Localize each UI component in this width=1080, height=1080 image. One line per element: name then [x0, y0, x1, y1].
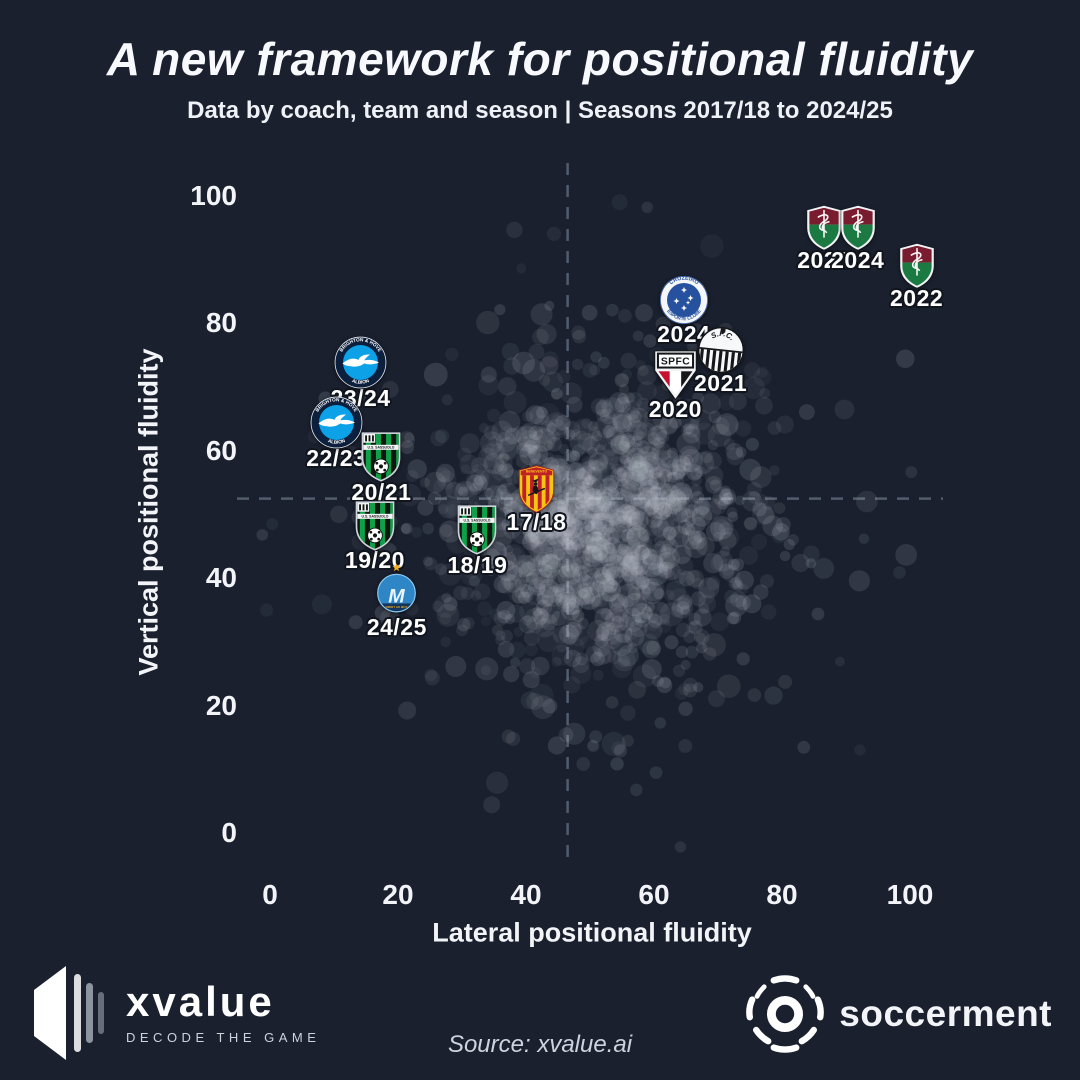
- marker-marseille-24-25: M DROIT AU BUT 24/25: [367, 563, 427, 640]
- marseille-badge-icon: M DROIT AU BUT: [377, 563, 417, 613]
- svg-text:M: M: [389, 586, 406, 608]
- xvalue-logo: xvalue DECODE THE GAME: [34, 966, 320, 1060]
- marker-benevento-17-18: BENEVENTO 17/18: [506, 465, 566, 535]
- x-tick-label: 40: [510, 879, 542, 910]
- page-subtitle: Data by coach, team and season | Seasons…: [187, 97, 893, 124]
- soccerment-logo: soccerment: [745, 974, 1052, 1054]
- marker-season-label: 2021: [694, 370, 748, 397]
- marker-sassuolo-18-19: U.S. SASSUOLO 18/19: [447, 504, 507, 578]
- svg-text:U.S. SASSUOLO: U.S. SASSUOLO: [361, 514, 388, 518]
- xvalue-logo-icon: [34, 966, 104, 1060]
- marker-brighton-23-24: BRIGHTON & HOVE ALBION 23/24: [331, 336, 391, 411]
- fluminense-badge-icon: [899, 244, 934, 289]
- marker-santos-2021: S.F.C. 2021: [694, 326, 747, 396]
- marker-season-label: 2022: [890, 284, 944, 311]
- marker-season-label: 20/21: [351, 478, 412, 505]
- y-tick-label: 60: [205, 434, 237, 466]
- svg-text:ALBION: ALBION: [351, 378, 371, 386]
- fluminense-badge-icon: [806, 205, 841, 250]
- xvalue-tagline: DECODE THE GAME: [126, 1030, 321, 1045]
- svg-text:U.S. SASSUOLO: U.S. SASSUOLO: [368, 446, 395, 450]
- x-tick-label: 80: [766, 879, 798, 910]
- cruzeiro-badge-icon: CRUZEIRO ESPORTE CLUBE: [659, 276, 708, 324]
- svg-text:ALBION: ALBION: [327, 438, 347, 446]
- x-tick-label: 100: [886, 879, 934, 910]
- y-tick-label: 40: [205, 562, 237, 594]
- marker-season-label: 2023: [797, 246, 851, 273]
- svg-text:CRUZEIRO: CRUZEIRO: [668, 276, 700, 287]
- x-axis-title: Lateral positional fluidity: [432, 917, 752, 948]
- sassuolo-badge-icon: U.S. SASSUOLO: [362, 432, 401, 483]
- marker-season-label: 19/20: [344, 547, 405, 574]
- marker-fluminense-2024: 2024: [831, 205, 884, 273]
- y-axis-title: Vertical positional fluidity: [133, 348, 164, 676]
- y-tick-label: 0: [221, 817, 237, 848]
- x-tick-label: 20: [382, 879, 414, 910]
- marker-sassuolo-19-20: U.S. SASSUOLO 19/20: [345, 500, 405, 574]
- soccerment-name: soccerment: [839, 993, 1052, 1034]
- fluminense-badge-icon: [840, 205, 875, 250]
- y-tick-label: 80: [205, 307, 237, 339]
- marker-sassuolo-20-21: U.S. SASSUOLO 20/21: [351, 431, 411, 505]
- marker-season-label: 24/25: [366, 613, 427, 640]
- marker-season-label: 17/18: [506, 509, 567, 536]
- y-tick-label: 20: [205, 689, 237, 721]
- source-credit: Source: xvalue.ai: [447, 1031, 633, 1058]
- y-tick-label: 100: [190, 180, 237, 211]
- marker-season-label: 18/19: [447, 551, 508, 578]
- xvalue-wordmark: xvalue DECODE THE GAME: [126, 978, 321, 1046]
- svg-text:SPFC: SPFC: [661, 356, 690, 367]
- x-tick-label: 60: [638, 879, 670, 910]
- svg-text:DROIT AU BUT: DROIT AU BUT: [386, 605, 408, 609]
- x-tick-label: 0: [262, 879, 278, 910]
- footer: xvalue DECODE THE GAME Source: xvalue.ai: [0, 952, 1080, 1080]
- sassuolo-badge-icon: U.S. SASSUOLO: [355, 500, 395, 551]
- svg-text:U.S. SASSUOLO: U.S. SASSUOLO: [464, 519, 491, 523]
- xvalue-name: xvalue: [126, 978, 275, 1025]
- marker-fluminense-2022: 2022: [890, 243, 943, 311]
- marker-fluminense-2023: 2023: [797, 205, 850, 273]
- marker-spfc-2020: SPFC 2020: [649, 350, 702, 423]
- brighton-badge-icon: BRIGHTON & HOVE ALBION: [334, 337, 387, 389]
- svg-text:BENEVENTO: BENEVENTO: [526, 470, 548, 474]
- santos-badge-icon: S.F.C.: [696, 327, 744, 374]
- marker-season-label: 2024: [831, 246, 885, 273]
- page-title: A new framework for positional fluidity: [106, 33, 974, 85]
- marker-season-label: 2020: [648, 396, 702, 423]
- sassuolo-badge-icon: U.S. SASSUOLO: [458, 505, 497, 555]
- marker-season-label: 22/23: [306, 445, 367, 472]
- soccerment-logo-icon: [746, 975, 825, 1053]
- brighton-badge-icon: BRIGHTON & HOVE ALBION: [310, 396, 363, 449]
- marker-brighton-22-23: BRIGHTON & HOVE ALBION 22/23: [306, 396, 366, 471]
- spfc-badge-icon: SPFC: [654, 350, 697, 401]
- benevento-badge-icon: BENEVENTO: [518, 465, 555, 513]
